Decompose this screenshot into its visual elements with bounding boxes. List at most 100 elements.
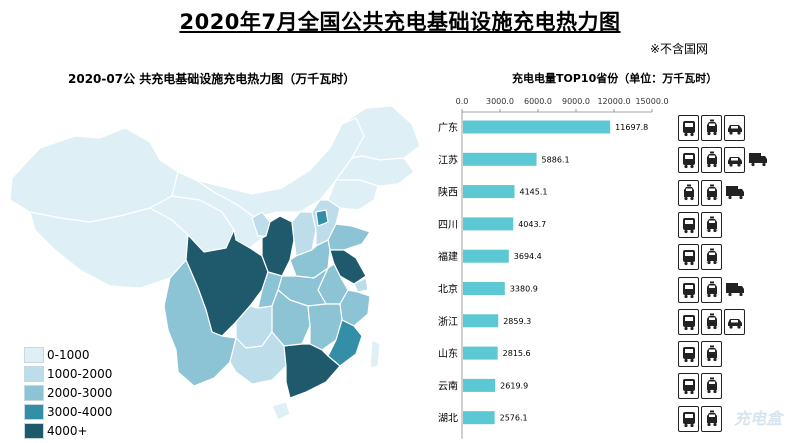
category-label: 陕西 (438, 186, 458, 199)
legend-item: 4000+ (24, 421, 112, 440)
truck-icon (724, 276, 746, 301)
region-shanghai (353, 277, 369, 293)
car-icon (724, 115, 745, 141)
bar-chart-title: 充电电量TOP10省份（单位：万千瓦时） (512, 72, 718, 85)
data-label: 2576.1 (500, 414, 528, 423)
legend-swatch (24, 403, 44, 420)
vehicle-icon-row (678, 276, 746, 303)
truck-icon (747, 147, 769, 172)
category-label: 广东 (438, 121, 458, 134)
data-label: 3380.9 (510, 285, 538, 294)
region-hainan (271, 401, 291, 421)
taxi-icon (701, 373, 722, 400)
legend-swatch (24, 384, 44, 401)
category-label: 湖北 (438, 413, 458, 425)
legend-swatch (24, 422, 44, 439)
taxi-icon (701, 341, 722, 368)
bus-icon (678, 373, 699, 400)
watermark-logo: 充电盒 (733, 409, 782, 428)
car-icon (724, 147, 745, 174)
data-label: 2619.9 (500, 381, 528, 390)
legend-label: 2000-3000 (47, 385, 113, 400)
legend-item: 3000-4000 (24, 402, 112, 421)
china-heat-map (9, 105, 421, 421)
data-label: 4145.1 (520, 188, 548, 197)
bar (463, 411, 495, 425)
category-label: 福建 (438, 250, 458, 263)
bus-icon (678, 211, 699, 238)
taxi-icon (701, 405, 722, 432)
bar (463, 120, 611, 134)
bus-icon (678, 405, 699, 432)
bar (463, 185, 515, 199)
category-label: 江苏 (438, 153, 458, 166)
data-label: 5886.1 (542, 155, 570, 164)
page-title: 2020年7月全国公共充电基础设施充电热力图 (179, 10, 621, 34)
bar (463, 314, 499, 328)
region-beijing (315, 209, 329, 227)
vehicle-icon-row (678, 147, 769, 174)
x-tick-label: 3000.0 (486, 97, 514, 106)
bus-icon (678, 308, 699, 335)
taxi-icon (701, 147, 722, 174)
data-label: 11697.8 (615, 123, 648, 132)
x-tick-label: 12000.0 (597, 97, 630, 106)
car-icon (724, 308, 745, 335)
legend-label: 3000-4000 (47, 404, 113, 419)
vehicle-icon-row (678, 341, 722, 368)
category-label: 北京 (438, 283, 458, 296)
region-taiwan (369, 339, 381, 369)
taxi-icon (701, 276, 722, 303)
x-tick-label: 15000.0 (635, 97, 668, 106)
category-label: 浙江 (438, 316, 458, 328)
bar (463, 282, 505, 295)
vehicle-icon-row (678, 115, 745, 141)
category-label: 云南 (438, 379, 458, 392)
category-label: 四川 (438, 220, 458, 231)
bus-icon (678, 244, 699, 271)
bar (463, 378, 496, 392)
bar (463, 152, 537, 166)
x-tick-label: 6000.0 (524, 97, 552, 106)
region-henan (289, 239, 331, 279)
bus-icon (678, 341, 699, 368)
taxi-icon (701, 179, 722, 206)
map-legend: 0-1000 1000-2000 2000-3000 3000-4000 400… (24, 345, 112, 440)
bus-icon (678, 115, 699, 141)
x-tick-label: 0.0 (456, 97, 469, 106)
legend-item: 1000-2000 (24, 364, 112, 383)
vehicle-icon-row (678, 373, 722, 400)
taxi-icon (678, 179, 699, 206)
data-label: 2859.3 (503, 317, 531, 326)
vehicle-icon-row (678, 405, 722, 432)
map-title: 2020-07公 共充电基础设施充电热力图（万千瓦时） (68, 72, 356, 86)
legend-item: 2000-3000 (24, 383, 112, 402)
bar (463, 217, 514, 231)
data-label: 4043.7 (518, 220, 546, 229)
legend-swatch (24, 346, 44, 363)
taxi-icon (701, 211, 722, 238)
region-guangdong (283, 343, 341, 399)
taxi-icon (701, 244, 722, 271)
bar (463, 249, 509, 263)
taxi-icon (701, 308, 722, 335)
vehicle-icon-row (678, 179, 746, 206)
legend-label: 0-1000 (47, 347, 90, 362)
bus-icon (678, 276, 699, 303)
taxi-icon (701, 115, 722, 141)
legend-item: 0-1000 (24, 345, 112, 364)
vehicle-icon-row (678, 308, 745, 335)
bus-icon (678, 147, 699, 174)
legend-label: 1000-2000 (47, 366, 113, 381)
x-tick-label: 9000.0 (562, 97, 590, 106)
legend-swatch (24, 365, 44, 382)
category-label: 山东 (438, 347, 458, 360)
truck-icon (724, 179, 746, 204)
vehicle-icon-row (678, 211, 722, 238)
note-exclusion: ※不含国网 (649, 42, 708, 56)
region-fujian (327, 319, 363, 367)
bar (463, 346, 498, 360)
vehicle-icon-row (678, 244, 722, 271)
data-label: 2815.6 (503, 349, 531, 358)
